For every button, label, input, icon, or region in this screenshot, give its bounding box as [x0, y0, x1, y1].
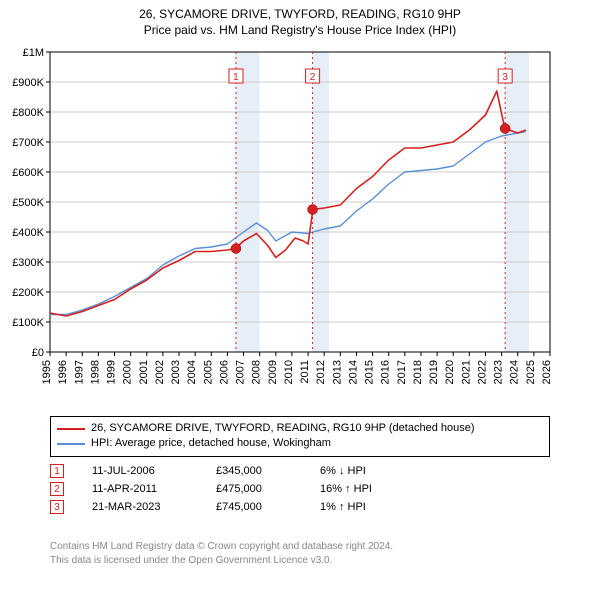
svg-text:£400K: £400K [12, 227, 44, 239]
svg-text:2002: 2002 [154, 360, 166, 384]
svg-text:1998: 1998 [89, 360, 101, 384]
svg-text:2003: 2003 [170, 360, 182, 384]
svg-text:3: 3 [502, 72, 508, 83]
svg-text:£600K: £600K [12, 167, 44, 179]
svg-text:2022: 2022 [476, 360, 488, 384]
svg-text:2007: 2007 [235, 360, 247, 384]
svg-text:£700K: £700K [12, 137, 44, 149]
svg-text:1996: 1996 [57, 360, 69, 384]
legend-label-property: 26, SYCAMORE DRIVE, TWYFORD, READING, RG… [91, 421, 475, 436]
transaction-date: 21-MAR-2023 [92, 501, 212, 513]
svg-text:2018: 2018 [412, 360, 424, 384]
transaction-date: 11-APR-2011 [92, 483, 212, 495]
transaction-row: 3 21-MAR-2023 £745,000 1% ↑ HPI [50, 500, 550, 514]
legend-item-property: 26, SYCAMORE DRIVE, TWYFORD, READING, RG… [57, 421, 543, 436]
transaction-row: 1 11-JUL-2006 £345,000 6% ↓ HPI [50, 464, 550, 478]
transactions-table: 1 11-JUL-2006 £345,000 6% ↓ HPI 2 11-APR… [50, 460, 550, 518]
svg-text:2010: 2010 [283, 360, 295, 384]
svg-text:2001: 2001 [138, 360, 150, 384]
legend-item-hpi: HPI: Average price, detached house, Woki… [57, 436, 543, 451]
svg-text:2025: 2025 [525, 360, 537, 384]
svg-text:1997: 1997 [73, 360, 85, 384]
svg-text:1: 1 [233, 72, 239, 83]
svg-text:£100K: £100K [12, 317, 44, 329]
svg-text:£800K: £800K [12, 107, 44, 119]
svg-text:2015: 2015 [364, 360, 376, 384]
svg-text:2005: 2005 [202, 360, 214, 384]
svg-text:2013: 2013 [331, 360, 343, 384]
svg-text:2017: 2017 [396, 360, 408, 384]
transaction-delta: 6% ↓ HPI [320, 465, 440, 477]
attribution-line1: Contains HM Land Registry data © Crown c… [50, 540, 550, 554]
chart-title-line1: 26, SYCAMORE DRIVE, TWYFORD, READING, RG… [0, 6, 600, 22]
legend: 26, SYCAMORE DRIVE, TWYFORD, READING, RG… [50, 416, 550, 457]
legend-swatch-hpi [57, 443, 85, 445]
transaction-row: 2 11-APR-2011 £475,000 16% ↑ HPI [50, 482, 550, 496]
svg-text:£500K: £500K [12, 197, 44, 209]
svg-text:£1M: £1M [23, 47, 44, 59]
svg-text:2011: 2011 [299, 360, 311, 384]
svg-text:2023: 2023 [493, 360, 505, 384]
chart-title-line2: Price paid vs. HM Land Registry's House … [0, 22, 600, 38]
svg-text:2024: 2024 [509, 360, 521, 384]
attribution-line2: This data is licensed under the Open Gov… [50, 554, 550, 568]
svg-text:£0: £0 [32, 347, 44, 359]
transaction-price: £745,000 [216, 501, 316, 513]
transaction-delta: 16% ↑ HPI [320, 483, 440, 495]
svg-text:2016: 2016 [380, 360, 392, 384]
svg-text:2008: 2008 [251, 360, 263, 384]
svg-text:2021: 2021 [460, 360, 472, 384]
transaction-marker-3: 3 [50, 500, 64, 514]
svg-text:£300K: £300K [12, 257, 44, 269]
transaction-date: 11-JUL-2006 [92, 465, 212, 477]
svg-text:2014: 2014 [347, 360, 359, 384]
svg-text:2019: 2019 [428, 360, 440, 384]
price-chart: £0 £100K £200K £300K £400K £500K £600K £700K £80… [0, 42, 600, 402]
attribution: Contains HM Land Registry data © Crown c… [50, 540, 550, 567]
svg-text:1999: 1999 [106, 360, 118, 384]
svg-text:2006: 2006 [218, 360, 230, 384]
svg-text:2000: 2000 [122, 360, 134, 384]
transaction-delta: 1% ↑ HPI [320, 501, 440, 513]
transaction-marker-2: 2 [50, 482, 64, 496]
svg-text:2004: 2004 [186, 360, 198, 384]
legend-swatch-property [57, 428, 85, 430]
svg-text:2026: 2026 [541, 360, 553, 384]
transaction-price: £345,000 [216, 465, 316, 477]
transaction-marker-1: 1 [50, 464, 64, 478]
svg-text:2: 2 [310, 72, 316, 83]
svg-text:2020: 2020 [444, 360, 456, 384]
legend-label-hpi: HPI: Average price, detached house, Woki… [91, 436, 331, 451]
svg-text:2012: 2012 [315, 360, 327, 384]
svg-text:1995: 1995 [41, 360, 53, 384]
transaction-price: £475,000 [216, 483, 316, 495]
svg-text:£200K: £200K [12, 287, 44, 299]
svg-text:2009: 2009 [267, 360, 279, 384]
chart-title-block: 26, SYCAMORE DRIVE, TWYFORD, READING, RG… [0, 0, 600, 38]
svg-text:£900K: £900K [12, 77, 44, 89]
